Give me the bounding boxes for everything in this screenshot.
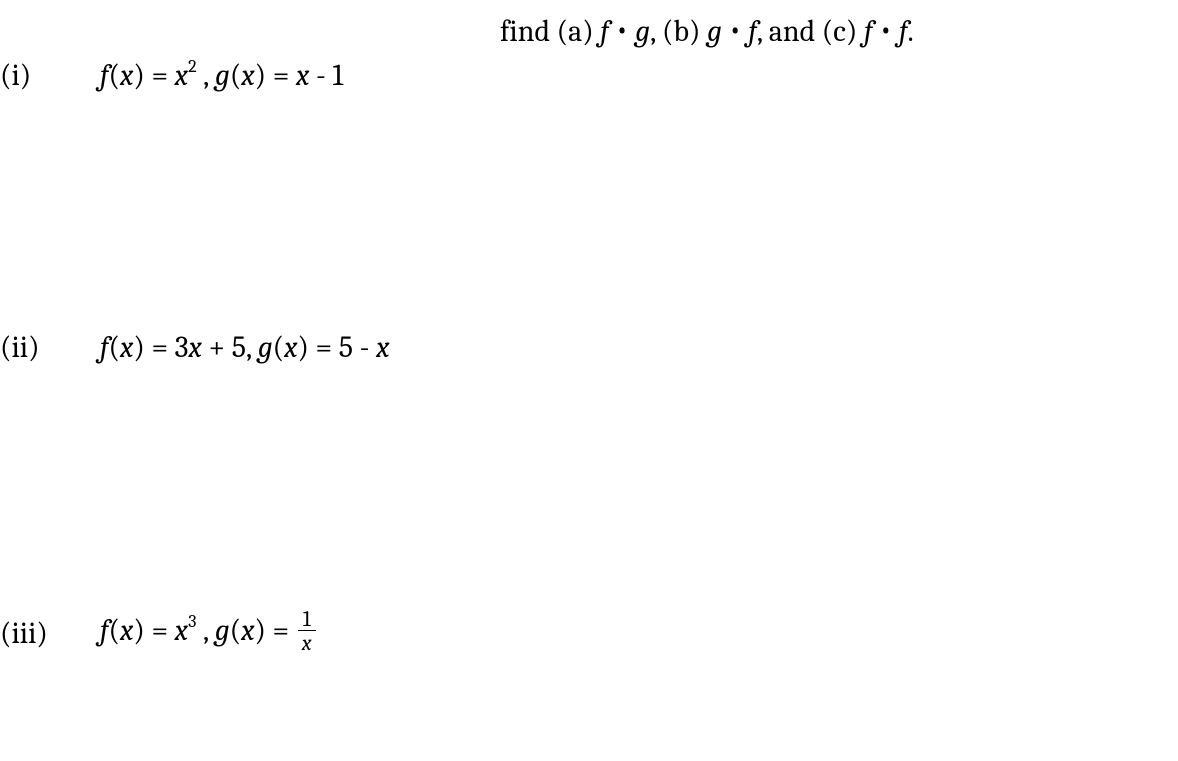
instr-c-label: (c) xyxy=(822,14,864,49)
instr-b-dot: • xyxy=(722,12,749,47)
var-x: x xyxy=(296,58,309,93)
exponent-3: 3 xyxy=(188,611,196,632)
paren-open: ( xyxy=(109,58,120,93)
var-x: x xyxy=(120,613,133,648)
problem-i-expression: f(x) = x2 , g(x) = x - 1 xyxy=(100,58,343,93)
problem-iii-label: (iii) xyxy=(0,616,100,651)
instr-b-g: g xyxy=(707,14,722,49)
paren-open: ( xyxy=(109,613,120,648)
instr-b-f: f xyxy=(748,14,757,49)
paren-close-eq-3: ) = 3 xyxy=(133,330,188,365)
fn-f: f xyxy=(100,613,109,648)
var-x: x xyxy=(120,58,133,93)
var-x: x xyxy=(175,613,188,648)
paren-close-eq-5-minus: ) = 5 - xyxy=(297,330,376,365)
frac-denominator: x xyxy=(298,630,316,654)
comma-sep: , xyxy=(197,58,215,93)
page: find (a) f • g, (b) g • f, and (c) f • f… xyxy=(0,0,1178,761)
comma-sep: , xyxy=(196,613,214,648)
instr-period: . xyxy=(908,14,914,49)
problem-i: (i) f(x) = x2 , g(x) = x - 1 xyxy=(0,58,343,93)
instr-find: find xyxy=(500,14,557,49)
paren-close-eq: ) = xyxy=(133,613,174,648)
problem-ii-expression: f(x) = 3x + 5, g(x) = 5 - x xyxy=(100,330,389,365)
fraction-1-over-x: 1x xyxy=(298,608,316,654)
instruction-line: find (a) f • g, (b) g • f, and (c) f • f… xyxy=(500,14,914,49)
paren-open: ( xyxy=(273,330,284,365)
var-x: x xyxy=(284,330,297,365)
instr-a-dot: • xyxy=(609,12,636,47)
paren-close-eq: ) = xyxy=(255,58,296,93)
var-x: x xyxy=(376,330,389,365)
instr-b-label: (b) xyxy=(662,14,707,49)
minus-one: - 1 xyxy=(309,58,343,93)
paren-close-eq: ) = xyxy=(254,613,295,648)
fn-g: g xyxy=(215,613,230,648)
instr-c-dot: • xyxy=(872,12,899,47)
var-x: x xyxy=(189,330,202,365)
problem-ii: (ii) f(x) = 3x + 5, g(x) = 5 - x xyxy=(0,330,389,365)
exponent-2: 2 xyxy=(188,56,197,77)
problem-i-label: (i) xyxy=(0,58,100,93)
fn-g: g xyxy=(215,58,230,93)
var-x: x xyxy=(175,58,188,93)
instr-a-g: g xyxy=(635,14,650,49)
frac-numerator: 1 xyxy=(299,608,315,630)
fn-f: f xyxy=(100,330,109,365)
instr-c-f2: f xyxy=(899,14,908,49)
paren-close-eq: ) = xyxy=(133,58,174,93)
var-x: x xyxy=(120,330,133,365)
problem-iii: (iii) f(x) = x3 , g(x) = 1x xyxy=(0,610,316,656)
instr-a-label: (a) xyxy=(557,14,601,49)
fn-f: f xyxy=(100,58,109,93)
fn-g: g xyxy=(258,330,273,365)
var-x: x xyxy=(241,613,254,648)
problem-iii-expression: f(x) = x3 , g(x) = 1x xyxy=(100,610,316,656)
var-x: x xyxy=(241,58,254,93)
paren-open: ( xyxy=(230,613,241,648)
problem-ii-label: (ii) xyxy=(0,330,100,365)
instr-sep1: , xyxy=(650,14,662,49)
paren-open: ( xyxy=(230,58,241,93)
paren-open: ( xyxy=(109,330,120,365)
instr-sep2: , and xyxy=(757,14,822,49)
instr-a-f: f xyxy=(600,14,609,49)
plus-5-comma: + 5, xyxy=(202,330,258,365)
